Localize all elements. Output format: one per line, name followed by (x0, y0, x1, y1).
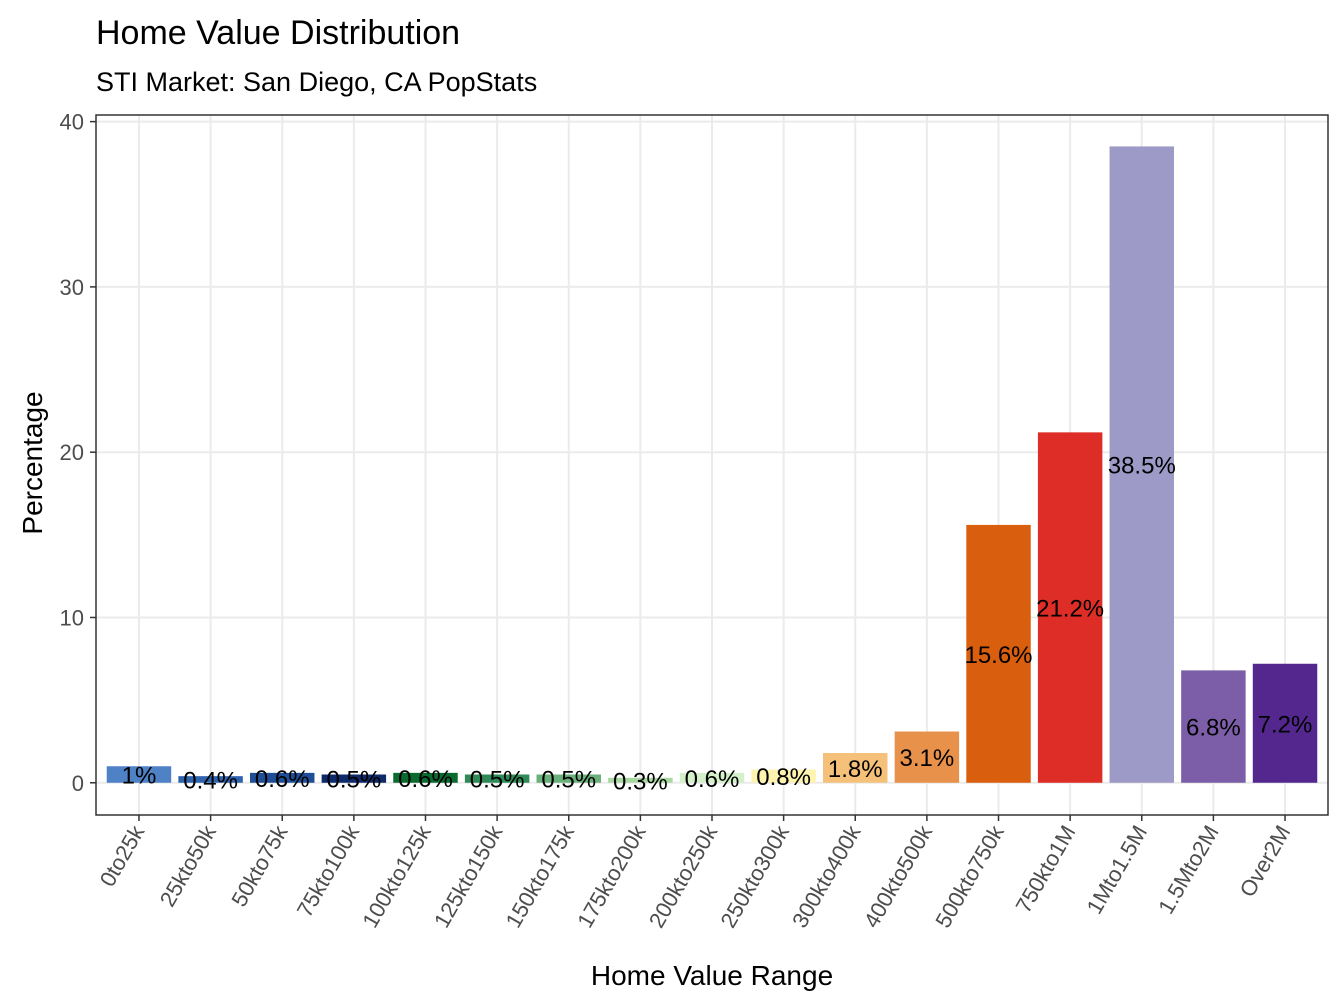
bar (106, 766, 172, 783)
bar (679, 772, 745, 783)
value-label: 0.8% (756, 764, 811, 791)
value-label: 38.5% (1108, 453, 1176, 480)
bar (536, 774, 601, 783)
value-label: 0.3% (613, 768, 668, 795)
value-label: 6.8% (1186, 715, 1241, 742)
bar (464, 774, 530, 783)
y-tick-label: 0 (72, 771, 84, 796)
bar (178, 776, 243, 783)
bar (823, 753, 888, 783)
value-label: 0.5% (327, 767, 382, 794)
y-axis-title: Percentage (17, 391, 48, 534)
value-label: 0.5% (541, 767, 596, 794)
bar (393, 772, 458, 783)
x-tick-label: 500kto750k (930, 820, 1009, 932)
bar (1181, 670, 1246, 783)
x-tick-label: 200kto250k (644, 820, 723, 932)
bar (250, 772, 315, 783)
x-tick-label: 1Mto1.5M (1082, 821, 1153, 918)
value-label: 3.1% (900, 745, 955, 772)
y-tick-label: 40 (60, 110, 84, 135)
value-label: 0.5% (470, 767, 525, 794)
value-label: 1% (122, 763, 157, 790)
bar (321, 774, 387, 783)
x-tick-label: 25kto50k (155, 820, 222, 911)
x-tick-label: 300kto400k (787, 820, 866, 932)
chart-subtitle: STI Market: San Diego, CA PopStats (96, 67, 537, 97)
chart-title: Home Value Distribution (96, 14, 460, 52)
bar (1037, 432, 1103, 783)
bar (608, 777, 673, 783)
y-tick-label: 10 (60, 605, 84, 630)
value-label: 7.2% (1258, 711, 1313, 738)
x-tick-label: 150kto175k (501, 820, 580, 932)
y-tick-label: 20 (60, 440, 84, 465)
value-label: 0.6% (398, 766, 453, 793)
value-label: 0.6% (685, 766, 740, 793)
x-tick-label: 0to25k (95, 820, 150, 891)
value-label: 15.6% (964, 642, 1032, 669)
value-label: 1.8% (828, 756, 883, 783)
bar (1252, 663, 1318, 783)
value-label: 21.2% (1036, 596, 1104, 623)
x-tick-label: 50kto75k (226, 820, 293, 911)
x-tick-label: 175kto200k (572, 820, 651, 932)
bar (894, 731, 960, 783)
x-axis-title: Home Value Range (591, 960, 833, 991)
x-tick-label: 250kto300k (715, 820, 794, 932)
bar (1109, 146, 1174, 783)
y-tick-label: 30 (60, 275, 84, 300)
x-tick-label: 75kto100k (292, 820, 365, 921)
bar (751, 769, 816, 783)
plot-border (95, 114, 1329, 816)
x-tick-label: 125kto150k (429, 820, 508, 932)
x-tick-label: Over2M (1235, 821, 1296, 901)
x-tick-label: 750kto1M (1011, 821, 1081, 917)
x-tick-label: 100kto125k (357, 820, 436, 932)
value-label: 0.6% (255, 766, 310, 793)
x-tick-label: 400kto500k (859, 820, 938, 932)
value-label: 0.4% (183, 767, 238, 794)
bar (966, 524, 1031, 783)
x-tick-label: 1.5Mto2M (1153, 821, 1224, 918)
